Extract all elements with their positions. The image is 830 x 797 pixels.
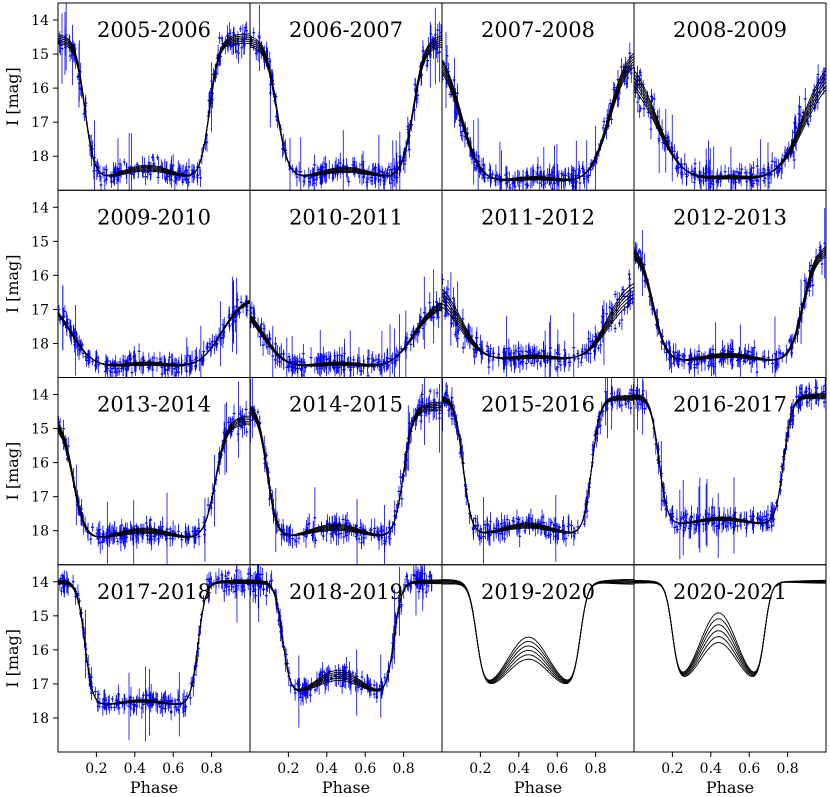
y-tick-label: 16 (31, 81, 49, 97)
model-curve (442, 399, 634, 533)
panel-2007-2008: 2007-2008 (441, 2, 635, 191)
model-curve (442, 301, 634, 358)
y-tick-label: 15 (31, 422, 49, 438)
model-curve (250, 408, 442, 536)
y-tick-label: 17 (31, 490, 49, 506)
panel-2010-2011: 2010-2011 (249, 189, 443, 378)
model-curve (634, 73, 826, 179)
model-curve (634, 85, 826, 178)
model-curve (250, 410, 442, 536)
model-curve (58, 43, 250, 176)
model-curve (442, 297, 634, 359)
model-curve (250, 42, 442, 176)
panel-title: 2008-2009 (673, 18, 787, 42)
model-curve (58, 420, 250, 538)
panel-title: 2007-2008 (481, 18, 595, 42)
model-curve (250, 406, 442, 536)
panel-2013-2014: 2013-2014 14 15 16 17 18 I [mag] (3, 377, 251, 566)
y-tick-label: 17 (31, 302, 49, 318)
model-curve (58, 424, 250, 538)
panel-2015-2016: 2015-2016 (441, 377, 635, 566)
y-tick-label: 14 (31, 13, 49, 29)
y-tick-label: 15 (31, 234, 49, 250)
y-tick-label: 17 (31, 115, 49, 131)
y-axis-label: I [mag] (3, 442, 22, 501)
panel-2016-2017: 2016-2017 (633, 377, 827, 566)
model-curve (634, 81, 826, 178)
y-tick-label: 18 (31, 336, 49, 352)
model-curve (250, 44, 442, 176)
model-curve (634, 256, 826, 361)
y-tick-label: 15 (31, 47, 49, 63)
panel-title: 2010-2011 (289, 205, 403, 229)
y-tick-label: 14 (31, 388, 49, 404)
y-axis-label: I [mag] (3, 67, 22, 126)
panel-title: 2012-2013 (673, 205, 787, 229)
panel-title: 2013-2014 (97, 393, 211, 417)
panel-title: 2015-2016 (481, 393, 595, 417)
model-curve (634, 69, 826, 180)
panel-2011-2012: 2011-2012 (441, 189, 635, 378)
model-curve (634, 77, 826, 179)
panel-2009-2010: 2009-2010 14 15 16 17 18 I [mag] (3, 189, 251, 378)
model-curve (442, 286, 634, 360)
panel-title: 2006-2007 (289, 18, 403, 42)
y-axis-label: I [mag] (3, 254, 22, 313)
y-tick-label: 18 (31, 524, 49, 540)
model-curve (634, 88, 826, 177)
panel-title: 2014-2015 (289, 393, 403, 417)
panel-title: 2005-2006 (97, 18, 211, 42)
panel-2012-2013: 2012-2013 (633, 189, 827, 378)
y-tick-label: 14 (31, 200, 49, 216)
model-curve (250, 46, 442, 176)
panel-2014-2015: 2014-2015 (249, 377, 443, 566)
panel-title: 2011-2012 (481, 205, 595, 229)
y-tick-label: 16 (31, 456, 49, 472)
model-curve (58, 422, 250, 538)
model-curve (442, 293, 634, 359)
y-tick-label: 16 (31, 268, 49, 284)
panel-2006-2007: 2006-2007 (249, 2, 443, 191)
model-curve (442, 290, 634, 359)
y-tick-label: 18 (31, 149, 49, 165)
model-curve (58, 419, 250, 538)
model-curve (250, 309, 442, 366)
model-curve (58, 415, 250, 538)
model-curve (58, 302, 250, 365)
model-curve (442, 282, 634, 360)
model-curve (442, 66, 634, 180)
model-curve (58, 417, 250, 538)
panel-2008-2009: 2008-2009 (633, 2, 827, 191)
panel-title: 2009-2010 (97, 205, 211, 229)
panel-2005-2006: 2005-2006 14 15 16 17 18 I [mag] (3, 2, 251, 191)
